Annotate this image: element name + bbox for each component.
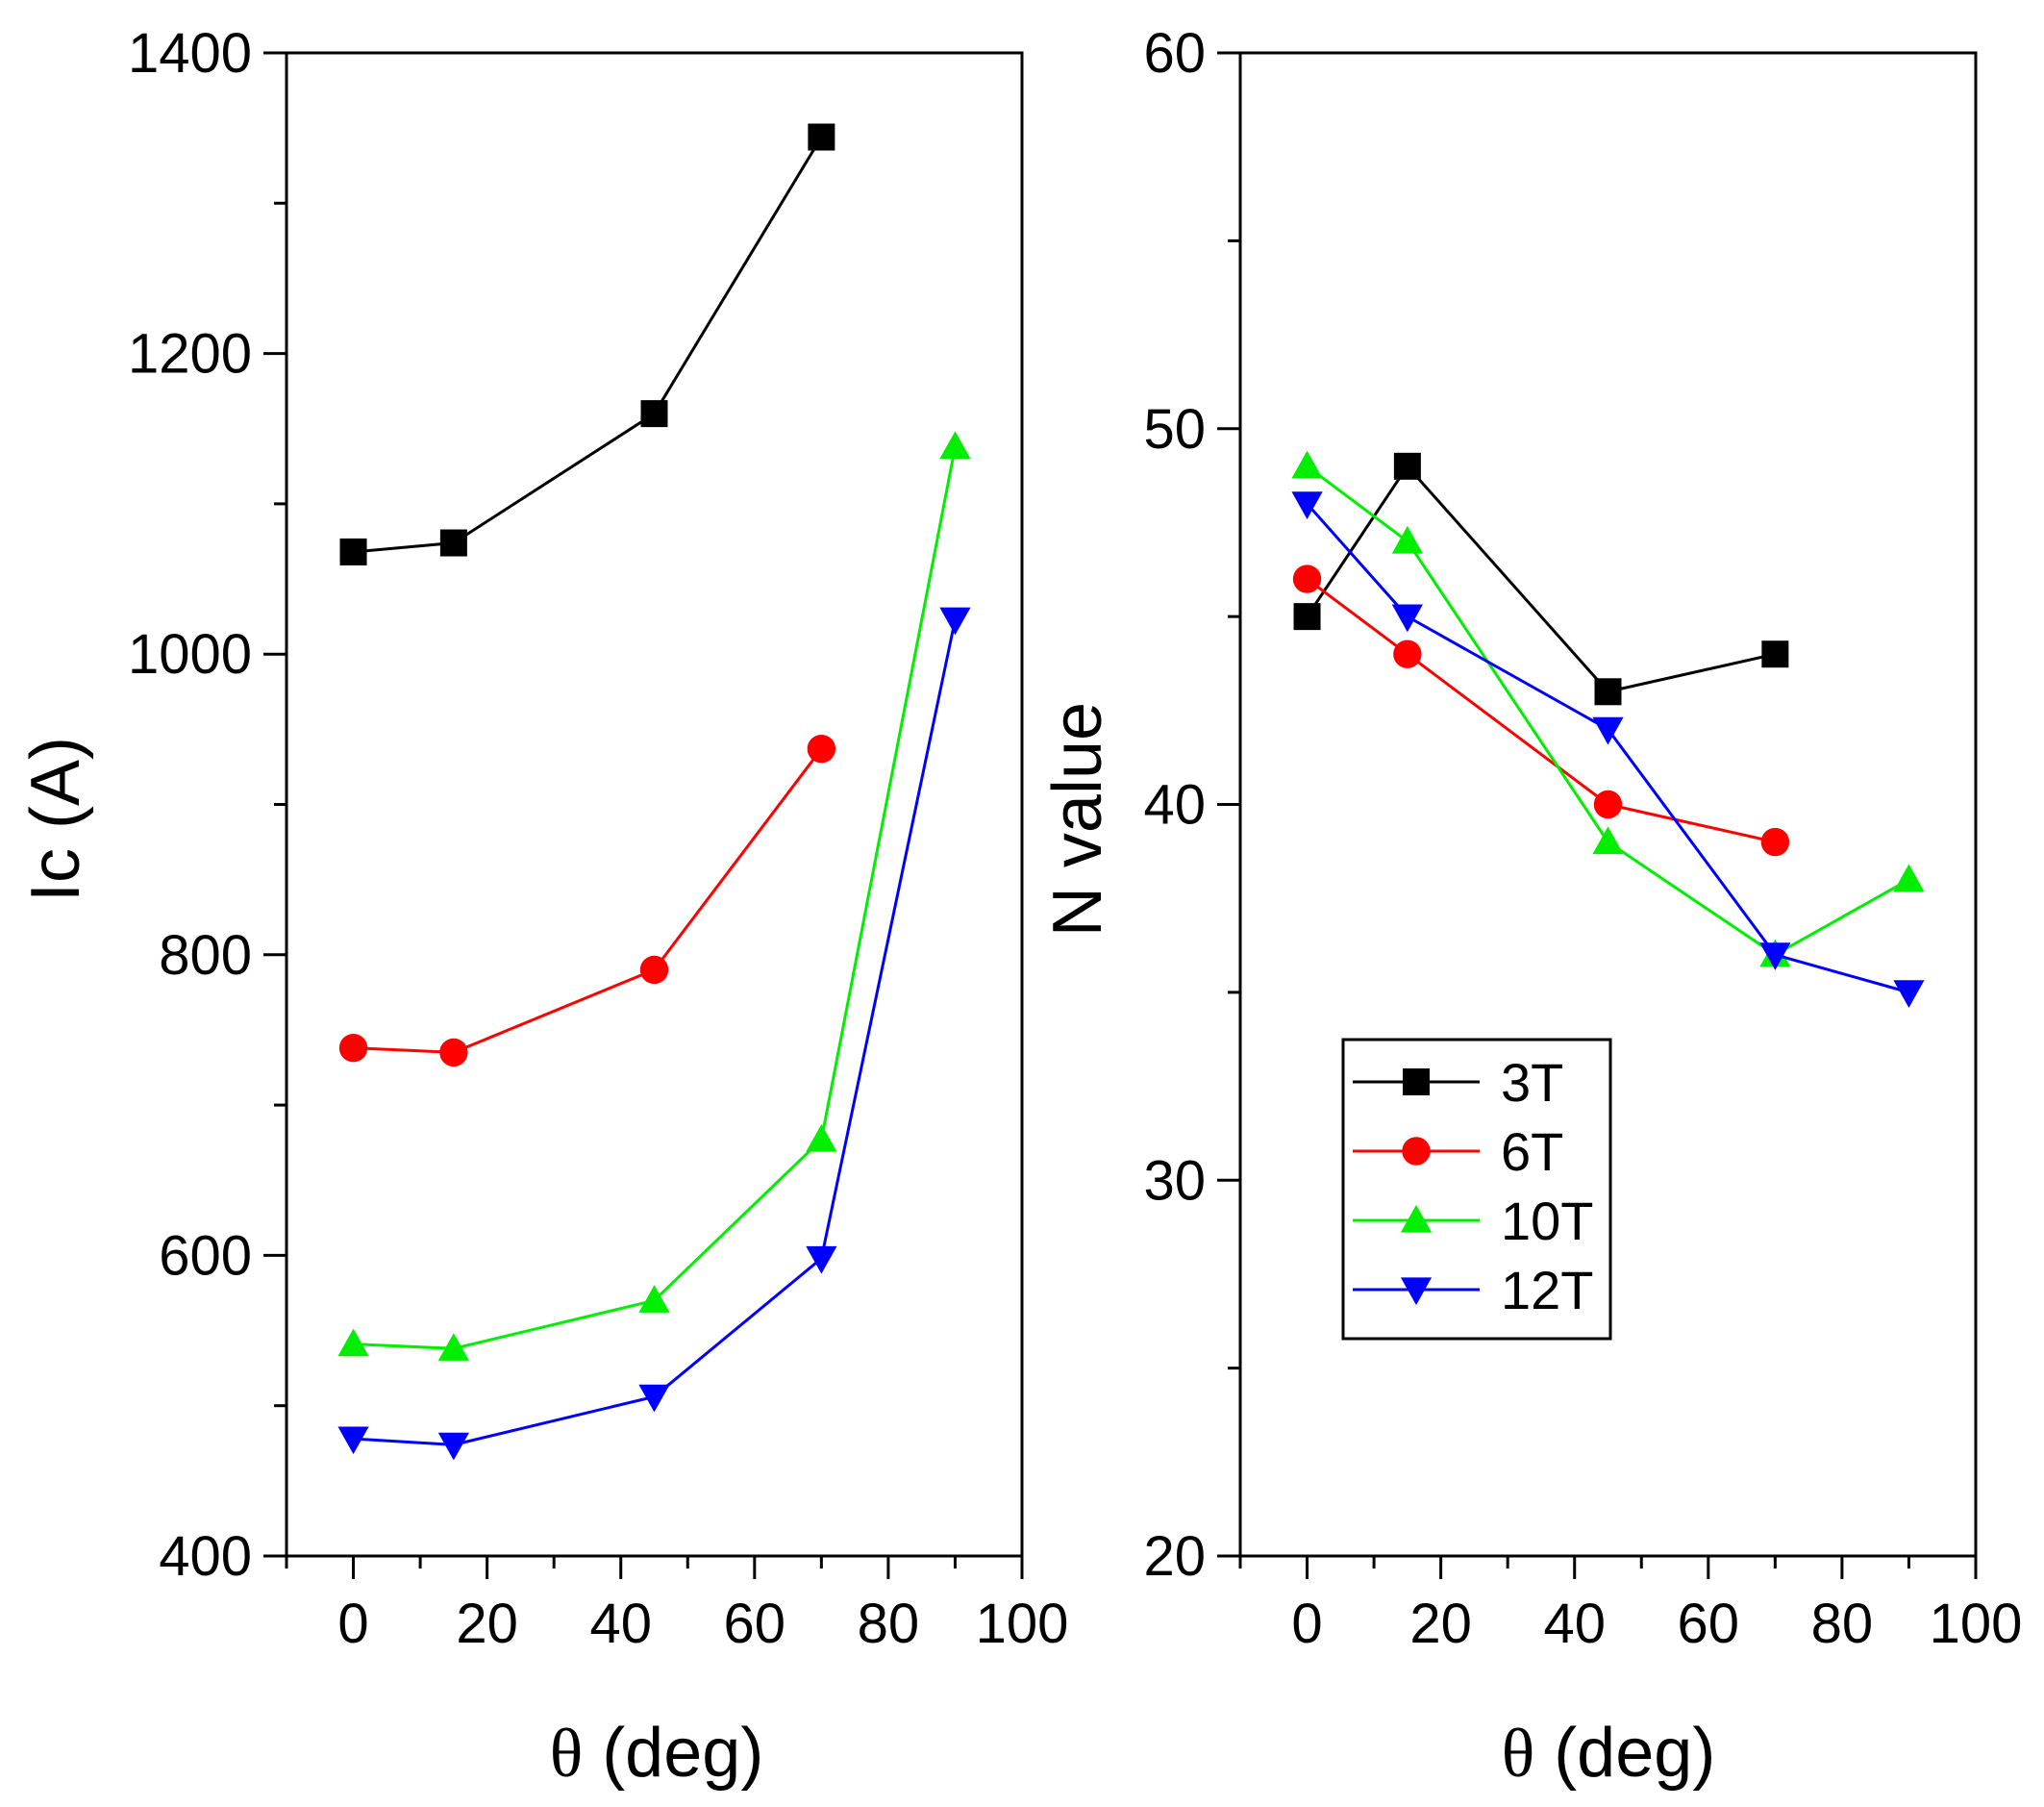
n-point-10t — [1592, 826, 1624, 855]
ic-point-3t — [439, 529, 467, 557]
ic-point-6t — [338, 1034, 368, 1063]
ic-x-axis-title: θ (deg) — [550, 1715, 764, 1792]
ic-point-6t — [807, 734, 836, 764]
n-point-12t — [1893, 980, 1925, 1008]
ic-point-3t — [640, 400, 668, 428]
n-point-12t — [1592, 716, 1624, 745]
n-point-3t — [1293, 603, 1321, 631]
legend: 3T 6T 10T 12T — [1341, 1038, 1612, 1341]
n-point-6t — [1593, 790, 1623, 819]
ic-y-axis: 400 600 800 1000 1200 1400 — [128, 22, 287, 1588]
ic-y-tick-label: 400 — [159, 1525, 252, 1588]
ic-point-3t — [808, 123, 835, 151]
legend-label: 3T — [1501, 1052, 1563, 1113]
legend-label: 12T — [1501, 1260, 1594, 1320]
legend-label: 10T — [1501, 1191, 1594, 1251]
n-x-axis-title: θ (deg) — [1502, 1715, 1716, 1792]
n-series-line-12t — [1306, 502, 1909, 994]
ic-point-12t — [939, 607, 971, 636]
n-point-3t — [1594, 678, 1622, 706]
n-series-12t — [1291, 491, 1925, 1008]
n-point-3t — [1393, 452, 1421, 480]
n-series-6t — [1292, 565, 1790, 857]
n-y-tick-label: 60 — [1143, 22, 1206, 85]
n-y-tick-label: 30 — [1143, 1149, 1206, 1212]
ic-series-6t — [338, 734, 836, 1067]
legend-item-6t: 6T — [1353, 1121, 1563, 1182]
n-series-3t — [1293, 452, 1789, 706]
ic-x-tick-label: 0 — [337, 1593, 368, 1655]
legend-marker — [1400, 1277, 1433, 1306]
ic-x-tick-label: 80 — [858, 1593, 920, 1655]
ic-point-12t — [806, 1245, 837, 1274]
ic-y-tick-label: 1000 — [128, 623, 252, 686]
ic-point-12t — [437, 1432, 469, 1461]
ic-point-6t — [639, 955, 669, 985]
n-x-tick-label: 40 — [1543, 1593, 1606, 1655]
n-point-12t — [1291, 491, 1323, 519]
n-point-3t — [1761, 640, 1789, 668]
n-series-10t — [1291, 450, 1925, 967]
ic-y-tick-label: 800 — [159, 924, 252, 987]
legend-item-10t: 10T — [1353, 1191, 1594, 1251]
ic-x-tick-label: 40 — [589, 1593, 652, 1655]
ic-y-tick-label: 600 — [159, 1224, 252, 1287]
ic-chart-panel: Ic (A) θ (deg) 0 20 40 60 80 100 400 600 800 1000… — [17, 22, 1068, 1792]
n-point-6t — [1393, 640, 1422, 668]
legend-marker — [1402, 1137, 1431, 1166]
n-point-6t — [1760, 827, 1790, 857]
ic-point-10t — [437, 1333, 469, 1361]
n-point-12t — [1391, 604, 1423, 633]
n-x-tick-label: 20 — [1409, 1593, 1472, 1655]
ic-series-line-10t — [353, 446, 957, 1350]
n-y-axis: 20 30 40 50 60 — [1143, 22, 1240, 1588]
ic-point-10t — [939, 431, 971, 460]
legend-label: 6T — [1501, 1121, 1563, 1182]
ic-y-tick-label: 1200 — [128, 323, 252, 386]
ic-point-3t — [339, 538, 367, 565]
legend-marker — [1403, 1068, 1430, 1095]
n-y-axis-title: N value — [1039, 702, 1116, 937]
ic-point-10t — [638, 1285, 670, 1313]
n-x-tick-label: 0 — [1291, 1593, 1322, 1655]
ic-plot-frame — [285, 51, 1024, 1558]
ic-series-3t — [339, 123, 835, 565]
n-point-10t — [1291, 450, 1323, 479]
ic-series-line-12t — [353, 618, 957, 1446]
n-series-line-10t — [1306, 464, 1910, 957]
n-point-6t — [1292, 565, 1322, 593]
ic-x-axis: 0 20 40 60 80 100 — [285, 1556, 1069, 1655]
ic-series-12t — [337, 607, 971, 1461]
ic-point-12t — [337, 1426, 369, 1455]
ic-point-10t — [806, 1123, 837, 1152]
legend-item-12t: 12T — [1353, 1260, 1594, 1320]
n-series-line-6t — [1306, 577, 1776, 844]
ic-x-tick-label: 60 — [724, 1593, 786, 1655]
n-point-10t — [1391, 525, 1423, 554]
n-series-line-3t — [1306, 464, 1776, 693]
n-y-tick-label: 20 — [1143, 1525, 1206, 1588]
ic-series-line-6t — [353, 747, 823, 1054]
ic-point-12t — [638, 1384, 670, 1413]
n-y-tick-label: 40 — [1143, 774, 1206, 837]
legend-item-3t: 3T — [1353, 1052, 1563, 1113]
ic-series-line-3t — [353, 136, 823, 554]
n-point-10t — [1893, 864, 1925, 892]
n-x-tick-label: 100 — [1930, 1593, 2023, 1655]
n-value-chart-panel: N value θ (deg) 0 20 40 60 80 100 20 30 40 50 60 3T… — [1039, 22, 2022, 1792]
n-point-12t — [1759, 942, 1791, 970]
legend-marker — [1400, 1204, 1433, 1233]
n-x-axis: 0 20 40 60 80 100 — [1238, 1556, 2023, 1655]
ic-point-6t — [439, 1038, 468, 1067]
n-x-tick-label: 60 — [1678, 1593, 1740, 1655]
ic-x-tick-label: 20 — [456, 1593, 518, 1655]
ic-y-axis-title: Ic (A) — [17, 737, 94, 902]
ic-x-tick-label: 100 — [976, 1593, 1069, 1655]
ic-point-10t — [337, 1328, 369, 1357]
ic-y-tick-label: 1400 — [128, 22, 252, 85]
n-x-tick-label: 80 — [1811, 1593, 1874, 1655]
n-y-tick-label: 50 — [1143, 398, 1206, 461]
ic-series-10t — [337, 431, 971, 1361]
